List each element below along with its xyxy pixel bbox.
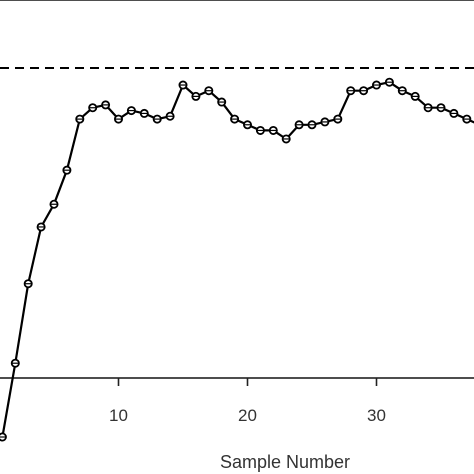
plot-border: [0, 0, 474, 379]
x-axis-title: Sample Number: [220, 452, 350, 472]
series-layer: [0, 77, 474, 442]
series-line: [1, 81, 474, 438]
plot-frame: [0, 0, 474, 379]
x-axis: 10 20 30: [109, 378, 386, 425]
x-tick-label: 30: [367, 406, 386, 425]
x-tick-label: 10: [109, 406, 128, 425]
x-tick-label: 20: [238, 406, 257, 425]
